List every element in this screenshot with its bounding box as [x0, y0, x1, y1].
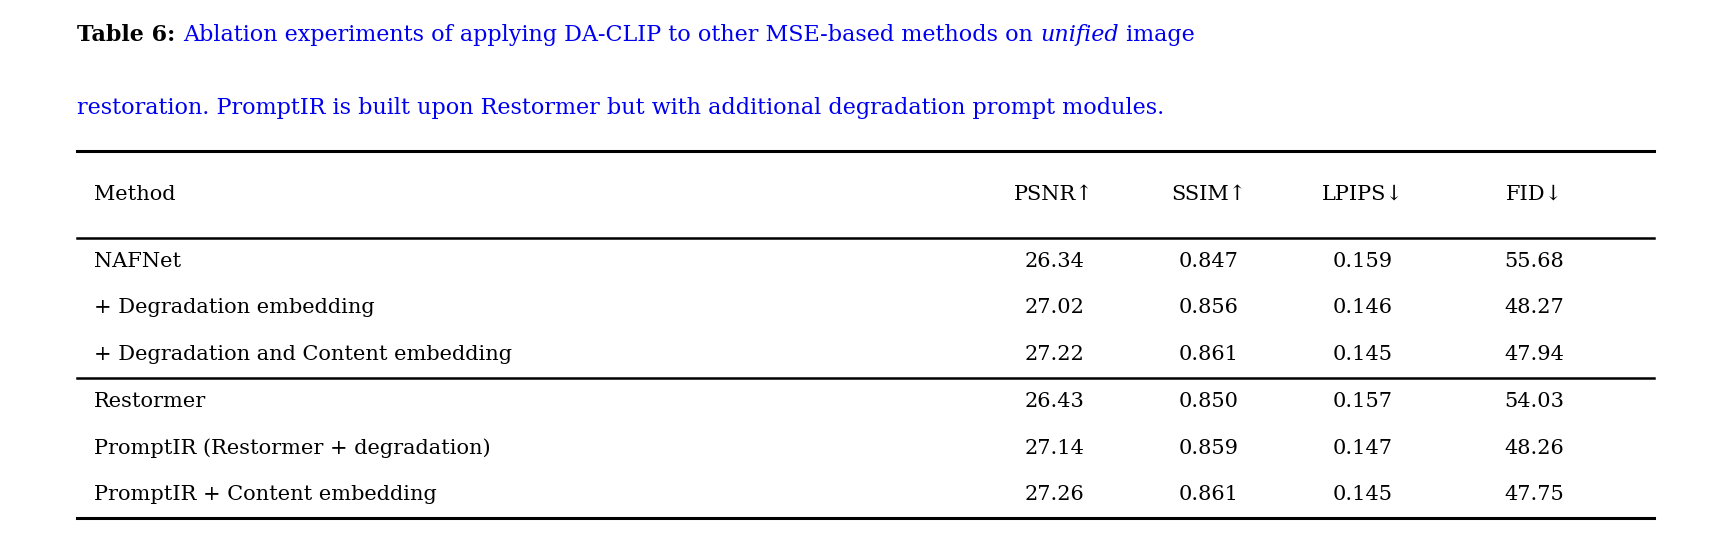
- Text: Table 6:: Table 6:: [77, 24, 183, 46]
- Text: 27.26: 27.26: [1025, 485, 1083, 504]
- Text: 0.861: 0.861: [1178, 345, 1239, 364]
- Text: unified: unified: [1040, 24, 1119, 46]
- Text: Method: Method: [94, 185, 177, 204]
- Text: image: image: [1119, 24, 1195, 46]
- Text: 54.03: 54.03: [1503, 392, 1565, 411]
- Text: 27.02: 27.02: [1025, 298, 1083, 318]
- Text: PromptIR + Content embedding: PromptIR + Content embedding: [94, 485, 437, 504]
- Text: 0.850: 0.850: [1178, 392, 1239, 411]
- Text: 0.157: 0.157: [1332, 392, 1393, 411]
- Text: 47.94: 47.94: [1505, 345, 1563, 364]
- Text: 0.147: 0.147: [1332, 438, 1393, 458]
- Text: Ablation experiments of applying DA-CLIP to other MSE-based methods on: Ablation experiments of applying DA-CLIP…: [183, 24, 1040, 46]
- Text: Restormer: Restormer: [94, 392, 206, 411]
- Text: + Degradation and Content embedding: + Degradation and Content embedding: [94, 345, 512, 364]
- Text: 0.861: 0.861: [1178, 485, 1239, 504]
- Text: 0.146: 0.146: [1332, 298, 1393, 318]
- Text: + Degradation embedding: + Degradation embedding: [94, 298, 375, 318]
- Text: 0.159: 0.159: [1332, 252, 1393, 271]
- Text: 55.68: 55.68: [1505, 252, 1563, 271]
- Text: 0.145: 0.145: [1332, 485, 1393, 504]
- Text: SSIM↑: SSIM↑: [1171, 185, 1246, 204]
- Text: 0.856: 0.856: [1179, 298, 1238, 318]
- Text: 47.75: 47.75: [1505, 485, 1563, 504]
- Text: LPIPS↓: LPIPS↓: [1321, 185, 1404, 204]
- Text: PSNR↑: PSNR↑: [1015, 185, 1094, 204]
- Text: 26.43: 26.43: [1025, 392, 1083, 411]
- Text: FID↓: FID↓: [1505, 185, 1563, 204]
- Text: 0.847: 0.847: [1179, 252, 1238, 271]
- Text: 48.26: 48.26: [1505, 438, 1563, 458]
- Text: 0.859: 0.859: [1178, 438, 1239, 458]
- Text: NAFNet: NAFNet: [94, 252, 182, 271]
- Text: 0.145: 0.145: [1332, 345, 1393, 364]
- Text: 27.22: 27.22: [1025, 345, 1083, 364]
- Text: 48.27: 48.27: [1505, 298, 1563, 318]
- Text: 27.14: 27.14: [1025, 438, 1083, 458]
- Text: PromptIR (Restormer + degradation): PromptIR (Restormer + degradation): [94, 438, 490, 458]
- Text: restoration. PromptIR is built upon Restormer but with additional degradation pr: restoration. PromptIR is built upon Rest…: [77, 97, 1164, 119]
- Text: 26.34: 26.34: [1025, 252, 1083, 271]
